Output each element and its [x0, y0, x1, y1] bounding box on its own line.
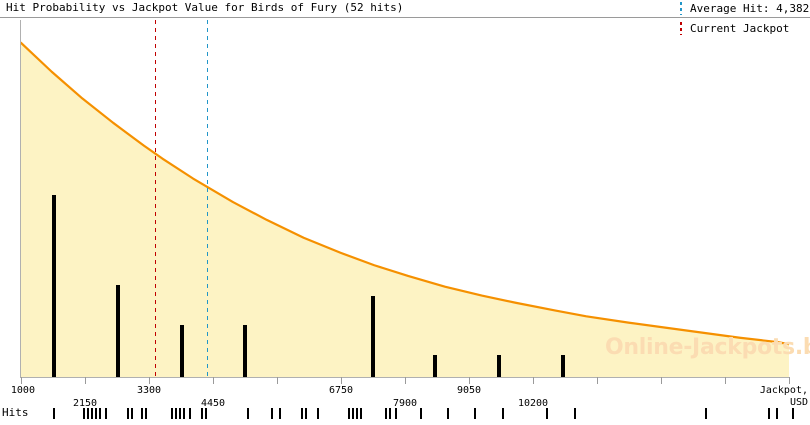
- page-title: Hit Probability vs Jackpot Value for Bir…: [6, 1, 404, 14]
- x-axis-ticks: [0, 377, 810, 385]
- hit-mark: [574, 408, 576, 419]
- hits-rug-plot: [0, 408, 810, 419]
- hit-mark: [171, 408, 173, 419]
- legend-item-average-hit: Average Hit: 4,382: [676, 0, 810, 17]
- hit-mark: [305, 408, 307, 419]
- x-axis-tick: [725, 377, 726, 384]
- current-jackpot-line: [155, 20, 156, 377]
- hit-mark: [389, 408, 391, 419]
- x-axis-tick: [149, 377, 150, 384]
- histogram-bar: [433, 355, 437, 377]
- x-axis-tick: [21, 377, 22, 384]
- hit-mark: [183, 408, 185, 419]
- hit-mark: [87, 408, 89, 419]
- hit-mark: [179, 408, 181, 419]
- average-hit-marker-icon: [680, 2, 682, 15]
- hit-mark: [360, 408, 362, 419]
- histogram-bar: [497, 355, 501, 377]
- hit-mark: [127, 408, 129, 419]
- x-axis-tick: [213, 377, 214, 384]
- x-axis-title-line1: Jackpot,: [759, 385, 808, 396]
- hit-mark: [95, 408, 97, 419]
- legend-item-current-jackpot: Current Jackpot: [676, 20, 810, 37]
- hit-mark: [447, 408, 449, 419]
- hit-mark: [352, 408, 354, 419]
- histogram-bar: [116, 285, 120, 377]
- current-jackpot-marker-icon: [680, 22, 682, 35]
- hit-mark: [205, 408, 207, 419]
- x-axis-tick: [405, 377, 406, 384]
- watermark: Online-Jackpots.biz: [605, 335, 810, 360]
- histogram-bar: [52, 195, 56, 377]
- x-axis-tick-label: 2150: [72, 398, 98, 409]
- hit-mark: [53, 408, 55, 419]
- legend-item-label: Average Hit: 4,382: [690, 2, 810, 15]
- header-divider: [0, 17, 810, 18]
- histogram-bar: [243, 325, 247, 377]
- x-axis-tick: [789, 377, 790, 384]
- x-axis-title: Jackpot, USD: [760, 385, 808, 409]
- histogram-bar: [371, 296, 375, 377]
- histogram-bar: [180, 325, 184, 377]
- histogram-bar: [561, 355, 565, 377]
- x-axis-tick-label: 6750: [328, 385, 354, 396]
- hit-mark: [99, 408, 101, 419]
- hit-mark: [395, 408, 397, 419]
- hit-mark: [474, 408, 476, 419]
- hit-mark: [201, 408, 203, 419]
- x-axis-title-line2: USD: [789, 397, 808, 408]
- hit-mark: [189, 408, 191, 419]
- x-axis-tick-label: 9050: [456, 385, 482, 396]
- hit-mark: [705, 408, 707, 419]
- hit-mark: [83, 408, 85, 419]
- x-axis-tick-label: 7900: [392, 398, 418, 409]
- hit-mark: [348, 408, 350, 419]
- hit-mark: [502, 408, 504, 419]
- hit-mark: [131, 408, 133, 419]
- legend: Average Hit: 4,382 Current Jackpot: [676, 0, 810, 40]
- hit-mark: [546, 408, 548, 419]
- x-axis-tick: [85, 377, 86, 384]
- x-axis-tick-label: 1000: [10, 385, 35, 396]
- x-axis-tick-label: 4450: [200, 398, 226, 409]
- x-axis-tick: [341, 377, 342, 384]
- x-axis-tick: [661, 377, 662, 384]
- hit-mark: [247, 408, 249, 419]
- legend-item-label: Current Jackpot: [690, 22, 790, 35]
- probability-curve: [21, 41, 789, 377]
- x-axis-tick: [597, 377, 598, 384]
- hit-mark: [141, 408, 143, 419]
- x-axis-labels: Jackpot, USD 1000 2150 3300 4450 6750 7900 905…: [0, 377, 810, 409]
- hit-mark: [271, 408, 273, 419]
- hit-mark: [301, 408, 303, 419]
- hit-mark: [145, 408, 147, 419]
- hit-mark: [105, 408, 107, 419]
- y-axis-line: [20, 20, 21, 377]
- hit-mark: [385, 408, 387, 419]
- hit-mark: [420, 408, 422, 419]
- hit-mark: [279, 408, 281, 419]
- hit-mark: [776, 408, 778, 419]
- x-axis-tick-label: 10200: [517, 398, 549, 409]
- plot-area: [20, 20, 789, 378]
- x-axis-tick: [277, 377, 278, 384]
- x-axis-line: [20, 377, 789, 378]
- hit-mark: [768, 408, 770, 419]
- hit-mark: [317, 408, 319, 419]
- average-hit-line: [207, 20, 208, 377]
- hits-row-label: Hits: [2, 406, 29, 419]
- hit-mark: [91, 408, 93, 419]
- x-axis-tick-label: 3300: [136, 385, 162, 396]
- legend-divider: [676, 17, 810, 18]
- x-axis-tick: [533, 377, 534, 384]
- hit-mark: [792, 408, 794, 419]
- hit-mark: [175, 408, 177, 419]
- x-axis-tick: [469, 377, 470, 384]
- hit-mark: [356, 408, 358, 419]
